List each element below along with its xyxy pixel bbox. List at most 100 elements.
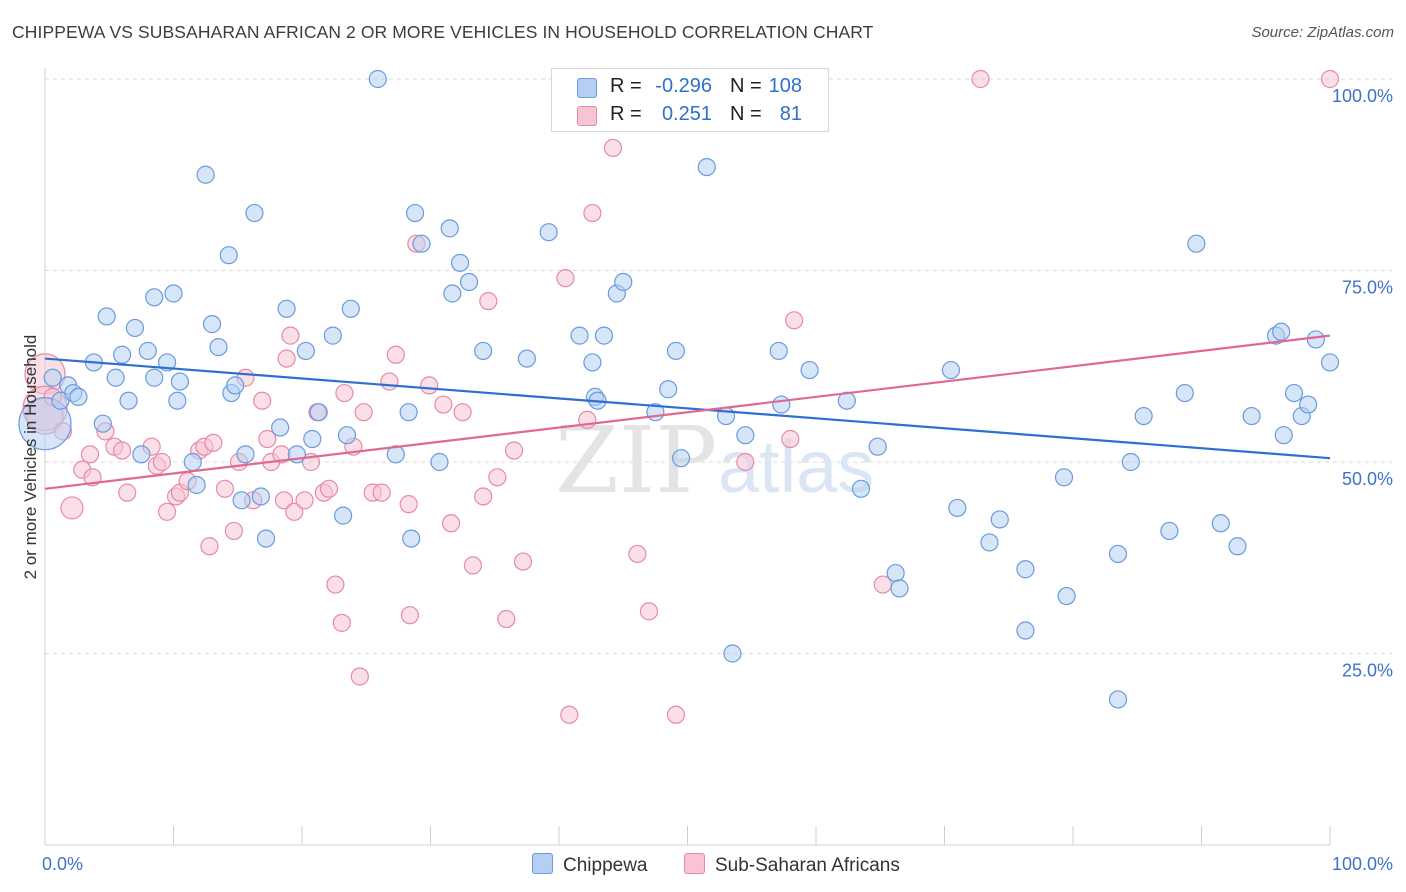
sub-saharan-point: [354, 403, 373, 422]
sub-saharan-point: [60, 496, 84, 520]
chippewa-point: [405, 203, 425, 223]
chippewa-point: [671, 449, 691, 468]
chippewa-point: [386, 445, 405, 464]
source-credit: Source: ZipAtlas.com: [1251, 24, 1394, 41]
sub-saharan-point: [639, 602, 659, 621]
sub-saharan-point: [118, 483, 137, 502]
sub-saharan-point: [556, 269, 575, 288]
stats-legend: R = -0.296 N = 108 R = 0.251 N = 81: [551, 68, 829, 132]
chippewa-point: [459, 272, 479, 292]
chippewa-point: [368, 69, 387, 89]
sub-saharan-point: [504, 441, 524, 460]
chippewa-point: [886, 563, 905, 583]
sub-saharan-point: [112, 441, 132, 460]
chippewa-point: [145, 368, 164, 387]
chippewa-point: [1160, 521, 1179, 541]
chippewa-point: [736, 426, 755, 445]
chippewa-point: [219, 246, 238, 265]
sub-saharan-point: [285, 502, 304, 521]
sub-saharan-point: [781, 429, 800, 449]
chippewa-point: [106, 368, 125, 387]
r-label: R =: [610, 75, 642, 97]
chippewa-point: [539, 223, 558, 242]
sub-saharan-point: [434, 395, 453, 414]
chippewa-r-value: -0.296: [655, 75, 712, 97]
series-sub-saharan-africans: [22, 69, 1340, 724]
chippewa-point: [323, 326, 342, 345]
trend-lines: [44, 334, 1331, 490]
sub-saharan-point: [420, 376, 439, 395]
sub-saharan-point: [319, 479, 339, 498]
chippewa-point: [1272, 322, 1291, 341]
chippewa-point: [890, 579, 909, 598]
chippewa-point: [430, 452, 449, 472]
chippewa-point: [97, 307, 116, 326]
sub-saharan-legend-swatch: [684, 853, 705, 874]
chippewa-point: [948, 498, 967, 518]
sub-saharan-point: [258, 429, 277, 449]
chippewa-point: [236, 445, 255, 464]
chippewa-point: [1108, 544, 1128, 564]
sub-saharan-point: [1320, 69, 1340, 89]
chippewa-point: [1121, 452, 1140, 472]
sub-saharan-r-value: 0.251: [661, 103, 712, 125]
chippewa-trend-line: [44, 357, 1331, 460]
sub-saharan-point: [372, 483, 391, 502]
chippewa-point: [769, 341, 788, 361]
chippewa-point: [132, 445, 151, 464]
y-tick-label: 100.0%: [1332, 86, 1393, 106]
chippewa-point: [1016, 560, 1035, 579]
chippewa-point: [517, 349, 536, 368]
chippewa-point: [851, 479, 871, 498]
sub-saharan-point: [152, 452, 172, 472]
chippewa-point: [337, 426, 357, 445]
chippewa-point: [412, 234, 431, 253]
chippewa-point: [614, 272, 633, 292]
chippewa-point: [1016, 621, 1035, 640]
y-tick-label: 50.0%: [1342, 469, 1393, 489]
chippewa-point: [666, 341, 686, 361]
sub-saharan-point: [215, 479, 234, 498]
chippewa-point: [990, 510, 1009, 529]
chippewa-point: [202, 315, 222, 334]
legend-row-chippewa: R = -0.296 N = 108: [552, 73, 828, 101]
sub-saharan-point: [350, 667, 369, 686]
chippewa-point: [1284, 383, 1304, 403]
sub-saharan-point: [332, 613, 351, 632]
chippewa-point: [256, 529, 276, 548]
sub-saharan-point: [497, 609, 516, 629]
chippewa-point: [443, 284, 462, 303]
chippewa-point: [1306, 330, 1325, 349]
sub-saharan-point: [441, 514, 461, 533]
sub-saharan-point: [785, 311, 804, 330]
sub-saharan-point: [400, 606, 420, 625]
sub-saharan-point: [386, 345, 405, 364]
chippewa-point: [119, 391, 138, 410]
sub-saharan-point: [277, 349, 296, 368]
chippewa-legend-label: Chippewa: [563, 855, 648, 876]
sub-saharan-point: [463, 556, 483, 575]
sub-saharan-point: [380, 372, 399, 391]
chippewa-point: [309, 403, 328, 422]
sub-saharan-point: [453, 403, 472, 422]
chippewa-point: [723, 644, 742, 663]
chippewa-point: [450, 253, 470, 272]
chippewa-swatch: [577, 78, 597, 98]
chippewa-point: [168, 391, 187, 410]
x-tick-label: 0.0%: [42, 854, 83, 874]
chippewa-point: [341, 299, 360, 318]
chippewa-point: [43, 368, 62, 387]
x-tick-label: 100.0%: [1332, 854, 1393, 874]
chippewa-point: [232, 491, 251, 510]
chippewa-point: [245, 203, 264, 223]
sub-saharan-point: [204, 433, 223, 452]
chippewa-point: [570, 326, 589, 345]
y-tick-label: 25.0%: [1342, 661, 1393, 681]
legend-item-sub-saharan: Sub-Saharan Africans: [684, 853, 900, 877]
n-label: N =: [730, 75, 762, 97]
chippewa-point: [1134, 406, 1153, 426]
tick-labels: 25.0% 50.0% 75.0% 100.0% 0.0% 100.0%: [42, 86, 1393, 874]
axes: [44, 68, 1331, 846]
chippewa-point: [112, 345, 132, 364]
sub-saharan-point: [157, 502, 177, 521]
